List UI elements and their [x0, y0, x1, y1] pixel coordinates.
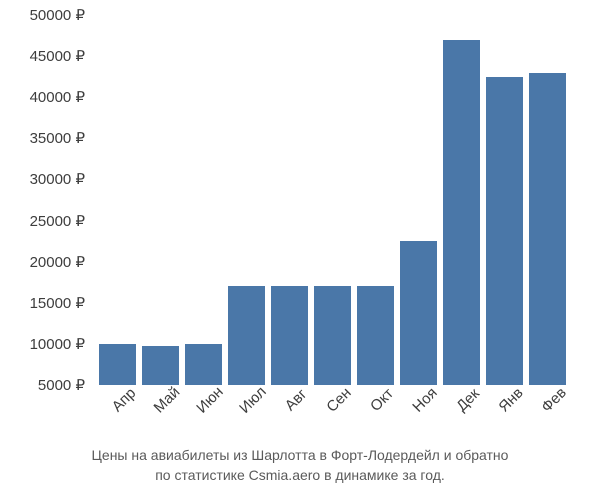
- x-tick: Янв: [486, 390, 523, 445]
- y-axis: 5000 ₽10000 ₽15000 ₽20000 ₽25000 ₽30000 …: [0, 15, 90, 385]
- bar: [271, 286, 308, 385]
- x-tick: Дек: [443, 390, 480, 445]
- bar: [142, 346, 179, 385]
- x-tick: Окт: [357, 390, 394, 445]
- bar: [99, 344, 136, 385]
- x-tick-label: Июн: [193, 383, 226, 416]
- x-tick: Май: [142, 390, 179, 445]
- x-tick: Сен: [314, 390, 351, 445]
- x-tick-label: Фев: [538, 384, 570, 416]
- x-tick: Апр: [99, 390, 136, 445]
- x-tick-label: Ноя: [409, 384, 440, 415]
- bar: [185, 344, 222, 385]
- y-tick-label: 20000 ₽: [30, 253, 85, 271]
- caption-line-2: по статистике Csmia.aero в динамике за г…: [155, 467, 445, 483]
- x-tick-label: Авг: [281, 386, 310, 415]
- plot-area: [95, 15, 570, 385]
- x-tick: Июл: [228, 390, 265, 445]
- x-tick-label: Май: [150, 384, 183, 417]
- bar: [314, 286, 351, 385]
- x-tick: Авг: [271, 390, 308, 445]
- bar: [357, 286, 394, 385]
- y-tick-label: 40000 ₽: [30, 88, 85, 106]
- bar: [486, 77, 523, 385]
- x-tick-label: Июл: [236, 383, 270, 417]
- x-tick-label: Янв: [495, 384, 526, 415]
- bars-container: [95, 15, 570, 385]
- y-tick-label: 35000 ₽: [30, 129, 85, 147]
- price-chart: 5000 ₽ 10000 ₽ 15000 ₽ 20000 ₽ 25000 ₽ 30000 …: [0, 0, 600, 500]
- y-tick-label: 25000 ₽: [30, 212, 85, 230]
- y-tick-label: 45000 ₽: [30, 47, 85, 65]
- x-tick-label: Дек: [453, 385, 483, 415]
- bar: [529, 73, 566, 385]
- caption-line-1: Цены на авиабилеты из Шарлотта в Форт-Ло…: [92, 447, 509, 463]
- x-tick: Июн: [185, 390, 222, 445]
- y-tick-label: 50000 ₽: [30, 6, 85, 24]
- x-tick-label: Окт: [367, 385, 397, 415]
- bar: [443, 40, 480, 385]
- bar: [228, 286, 265, 385]
- y-tick-label: 5000 ₽: [38, 376, 85, 394]
- y-tick-label: 30000 ₽: [30, 170, 85, 188]
- x-tick: Ноя: [400, 390, 437, 445]
- chart-caption: Цены на авиабилеты из Шарлотта в Форт-Ло…: [0, 445, 600, 486]
- x-tick-label: Апр: [108, 385, 139, 416]
- y-tick-label: 15000 ₽: [30, 294, 85, 312]
- y-tick-label: 10000 ₽: [30, 335, 85, 353]
- bar: [400, 241, 437, 385]
- x-axis: АпрМайИюнИюлАвгСенОктНояДекЯнвФев: [95, 390, 570, 445]
- x-tick: Фев: [529, 390, 566, 445]
- x-tick-label: Сен: [323, 384, 354, 415]
